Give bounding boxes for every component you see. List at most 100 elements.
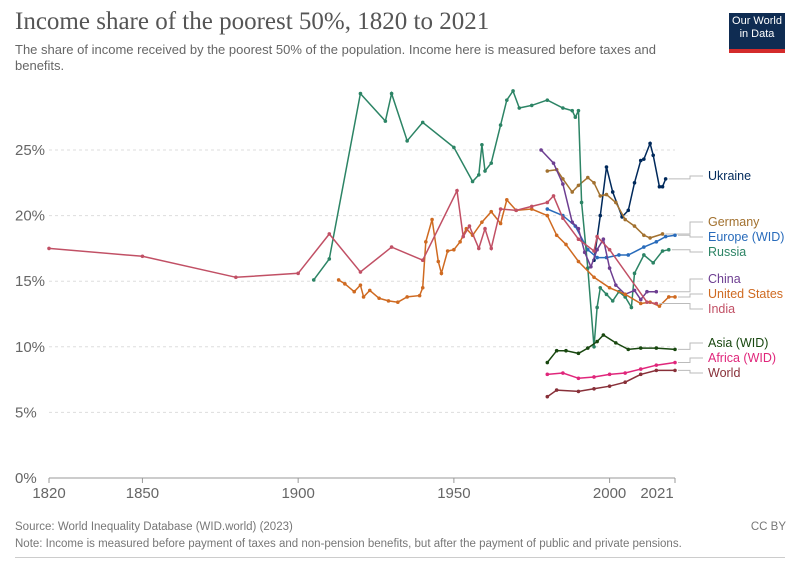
data-point <box>642 233 646 238</box>
data-point <box>632 224 637 228</box>
data-point <box>358 270 363 274</box>
data-point <box>476 173 481 177</box>
data-point <box>610 299 615 303</box>
series-line-china <box>540 149 657 301</box>
data-point <box>296 271 300 276</box>
data-point <box>614 200 618 205</box>
label-connector <box>678 357 703 364</box>
series-label: Asia (WID) <box>708 336 768 350</box>
data-point <box>140 254 145 259</box>
data-point <box>576 389 581 394</box>
data-point <box>576 183 581 188</box>
data-point <box>607 285 612 290</box>
data-point <box>47 246 51 251</box>
data-point <box>545 169 550 173</box>
data-point <box>614 341 618 345</box>
data-point <box>576 108 581 113</box>
data-point <box>529 207 534 211</box>
data-point <box>654 289 659 294</box>
data-point <box>673 233 677 238</box>
data-point <box>626 208 631 213</box>
data-point <box>452 145 456 150</box>
data-point <box>327 257 332 261</box>
data-point <box>623 217 627 222</box>
data-point <box>470 179 475 184</box>
data-point <box>480 142 484 147</box>
data-point <box>505 98 509 102</box>
data-point <box>573 115 578 119</box>
data-point <box>638 301 643 306</box>
data-point <box>367 288 372 293</box>
data-point <box>598 213 603 218</box>
data-point <box>389 245 394 249</box>
data-point <box>604 192 609 197</box>
data-point <box>483 169 487 173</box>
y-tick-label: 20% <box>15 208 45 225</box>
data-point <box>592 275 596 280</box>
data-point <box>358 91 363 96</box>
data-point <box>570 108 575 113</box>
note-text: Note: Income is measured before payment … <box>15 538 682 550</box>
data-point <box>626 253 631 257</box>
data-point <box>576 351 581 356</box>
data-point <box>396 300 400 304</box>
data-point <box>592 181 596 185</box>
data-point <box>648 141 652 146</box>
data-point <box>623 292 627 297</box>
x-tick-label: 1850 <box>126 485 159 502</box>
data-point <box>483 226 487 231</box>
data-point <box>607 384 612 388</box>
data-point <box>663 234 668 239</box>
data-point <box>436 259 441 264</box>
data-point <box>623 295 627 299</box>
data-point <box>461 234 466 239</box>
data-point <box>585 175 590 180</box>
license-link[interactable]: CC BY <box>750 521 786 533</box>
data-point <box>623 380 627 385</box>
data-point <box>601 237 606 242</box>
data-point <box>629 305 634 310</box>
data-point <box>585 346 590 350</box>
data-point <box>377 296 381 301</box>
data-point <box>604 165 609 169</box>
owid-logo[interactable]: Our World in Data <box>729 13 785 53</box>
data-point <box>623 371 627 375</box>
data-point <box>585 266 590 270</box>
data-point <box>638 158 643 163</box>
data-point <box>561 216 565 221</box>
data-point <box>604 292 609 297</box>
chart-subtitle: The share of income received by the poor… <box>15 42 656 73</box>
x-tick-label: 2000 <box>593 485 626 502</box>
data-point <box>654 363 659 367</box>
data-point <box>498 123 503 127</box>
page-title: Income share of the poorest 50%, 1820 to… <box>15 8 490 35</box>
data-point <box>514 208 518 213</box>
data-point <box>610 190 615 194</box>
data-point <box>592 386 596 391</box>
data-point <box>564 348 568 353</box>
data-point <box>607 266 612 270</box>
label-connector <box>659 303 703 310</box>
data-point <box>545 200 550 205</box>
data-point <box>570 220 575 224</box>
data-point <box>666 295 671 299</box>
data-point <box>657 304 662 308</box>
data-point <box>626 347 631 352</box>
data-point <box>405 139 409 143</box>
data-point <box>595 255 599 260</box>
data-point <box>529 204 534 209</box>
data-point <box>657 184 662 189</box>
data-point <box>545 213 550 218</box>
series-label: United States <box>708 287 783 301</box>
data-point <box>660 232 665 236</box>
data-point <box>579 200 584 205</box>
data-point <box>598 194 603 198</box>
data-point <box>511 89 515 93</box>
data-point <box>595 234 599 239</box>
data-point <box>467 224 472 228</box>
data-point <box>529 103 534 108</box>
data-point <box>582 250 587 255</box>
y-tick-label: 5% <box>15 404 37 421</box>
data-point <box>617 253 621 257</box>
series-label: Africa (WID) <box>708 351 776 365</box>
